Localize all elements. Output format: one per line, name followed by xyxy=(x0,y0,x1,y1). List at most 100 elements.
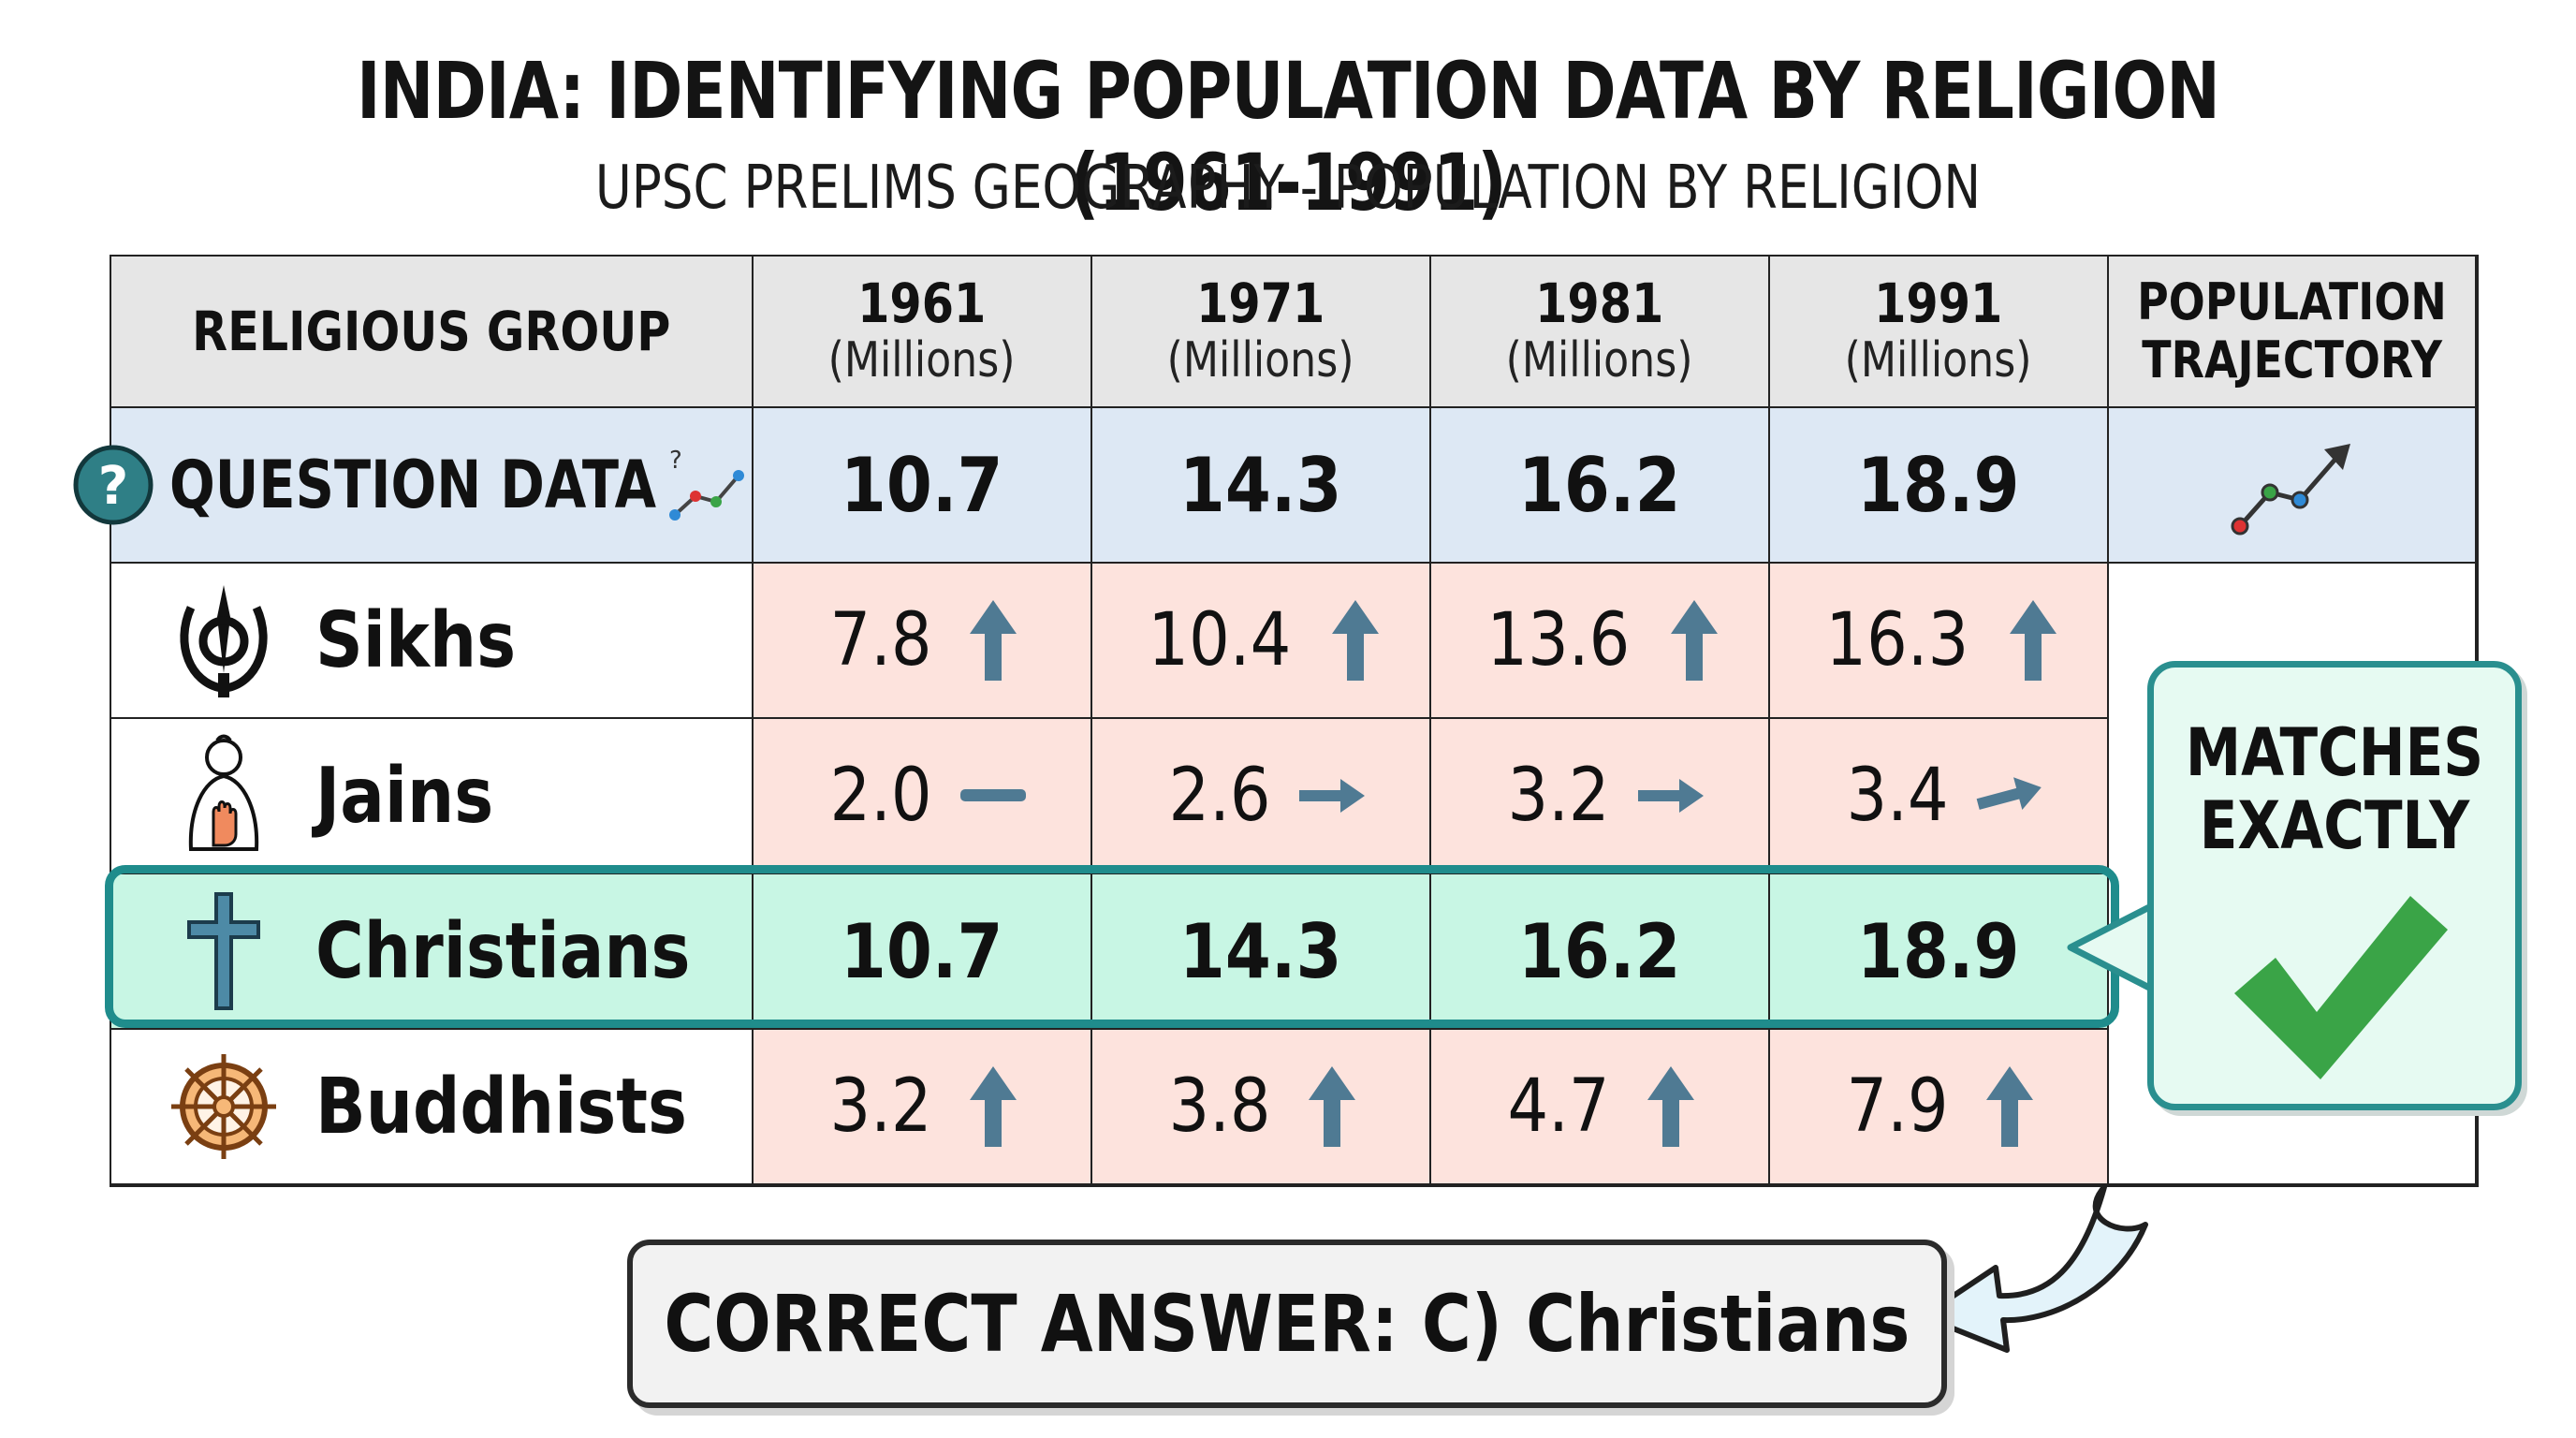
up-arrow-icon xyxy=(965,598,1021,682)
value-cell: 7.9 xyxy=(1770,1030,2109,1185)
value-cell: 3.4 xyxy=(1770,719,2109,874)
value: 10.7 xyxy=(841,907,1003,995)
value: 14.3 xyxy=(1179,907,1342,995)
value-cell: 16.3 xyxy=(1770,564,2109,719)
question-value: 18.9 xyxy=(1857,441,2020,529)
value-cell: 7.8 xyxy=(754,564,1092,719)
value: 3.2 xyxy=(1507,754,1610,838)
question-label: QUESTION DATA xyxy=(169,447,657,523)
callout-line2: EXACTLY xyxy=(2199,787,2470,864)
jain-figure-icon xyxy=(168,730,280,861)
question-value: 10.7 xyxy=(841,441,1003,529)
header-group-label: RELIGIOUS GROUP xyxy=(192,300,671,363)
checkmark-icon xyxy=(2234,896,2448,1079)
header-trajectory-line2: TRAJECTORY xyxy=(2142,330,2442,389)
cross-icon xyxy=(168,886,280,1017)
up-arrow-icon xyxy=(965,1064,1021,1149)
value-cell: 3.2 xyxy=(1431,719,1770,874)
value: 2.0 xyxy=(829,754,932,838)
up-arrow-icon xyxy=(1643,1064,1699,1149)
value: 4.7 xyxy=(1507,1064,1610,1149)
row-name: Buddhists xyxy=(315,1062,687,1152)
question-icon: ? xyxy=(73,445,154,525)
header-year: 1961 xyxy=(857,271,987,335)
value: 18.9 xyxy=(1857,907,2020,995)
row-label-jains: Jains xyxy=(111,719,754,874)
value-cell: 18.9 xyxy=(1770,874,2109,1030)
value: 7.8 xyxy=(829,598,932,682)
row-label-christians: Christians xyxy=(111,874,754,1030)
right-arrow-icon xyxy=(1299,754,1366,838)
value: 3.4 xyxy=(1846,754,1949,838)
value-cell: 14.3 xyxy=(1092,874,1431,1030)
row-label-sikhs: Sikhs xyxy=(111,564,754,719)
svg-text:?: ? xyxy=(98,456,128,517)
header-trajectory: POPULATION TRAJECTORY xyxy=(2109,257,2477,408)
callout-line1: MATCHES xyxy=(2185,714,2484,791)
up-arrow-icon xyxy=(1982,1064,2038,1149)
value: 13.6 xyxy=(1486,598,1631,682)
matches-exactly-callout: MATCHES EXACTLY xyxy=(2147,661,2522,1110)
page-subtitle: UPSC PRELIMS GEOGRAPHY - POPULATION BY R… xyxy=(594,154,1982,223)
svg-text:?: ? xyxy=(669,447,682,475)
value: 10.4 xyxy=(1148,598,1292,682)
value-cell: 3.2 xyxy=(754,1030,1092,1185)
up-arrow-icon xyxy=(1327,598,1383,682)
value: 16.2 xyxy=(1518,907,1681,995)
right-arrow-icon xyxy=(1638,754,1705,838)
row-name: Sikhs xyxy=(315,595,517,685)
value: 2.6 xyxy=(1168,754,1271,838)
header-religious-group: RELIGIOUS GROUP xyxy=(111,257,754,408)
header-unit: (Millions) xyxy=(1845,332,2032,389)
christians-highlight xyxy=(105,865,2119,1028)
callout-pointer xyxy=(2067,902,2155,992)
header-unit: (Millions) xyxy=(1167,332,1354,389)
header-year-1971: 1971 (Millions) xyxy=(1092,257,1431,408)
slight-up-arrow-icon xyxy=(1976,754,2042,838)
question-value: 14.3 xyxy=(1179,441,1342,529)
value: 7.9 xyxy=(1846,1064,1949,1149)
value: 16.3 xyxy=(1825,598,1969,682)
flat-bar-icon xyxy=(960,754,1027,838)
value-cell: 16.2 xyxy=(1431,874,1770,1030)
header-year: 1971 xyxy=(1196,271,1325,335)
curved-arrow-icon xyxy=(1920,1184,2148,1353)
question-value-1961: 10.7 xyxy=(754,408,1092,564)
value-cell: 10.7 xyxy=(754,874,1092,1030)
value: 3.8 xyxy=(1168,1064,1271,1149)
question-value-1981: 16.2 xyxy=(1431,408,1770,564)
value: 3.2 xyxy=(829,1064,932,1149)
up-arrow-icon xyxy=(1666,598,1722,682)
trajectory-cell xyxy=(2109,408,2477,564)
value-cell: 4.7 xyxy=(1431,1030,1770,1185)
value-cell: 10.4 xyxy=(1092,564,1431,719)
row-label-buddhists: Buddhists xyxy=(111,1030,754,1185)
population-table: RELIGIOUS GROUP 1961 (Millions) 1971 (Mi… xyxy=(73,255,2479,1187)
header-trajectory-line1: POPULATION xyxy=(2137,272,2447,331)
row-name: Christians xyxy=(315,906,691,996)
dharma-wheel-icon xyxy=(168,1041,280,1172)
header-unit: (Millions) xyxy=(1506,332,1693,389)
value-cell: 13.6 xyxy=(1431,564,1770,719)
up-arrow-icon xyxy=(2005,598,2061,682)
correct-answer-text: CORRECT ANSWER: C) Christians xyxy=(664,1278,1910,1370)
header-unit: (Millions) xyxy=(828,332,1016,389)
trajectory-icon xyxy=(2231,444,2350,536)
value-cell: 2.0 xyxy=(754,719,1092,874)
header-year-1961: 1961 (Millions) xyxy=(754,257,1092,408)
question-value-1991: 18.9 xyxy=(1770,408,2109,564)
header-year: 1981 xyxy=(1535,271,1664,335)
header-year-1991: 1991 (Millions) xyxy=(1770,257,2109,408)
question-value: 16.2 xyxy=(1518,441,1681,529)
value-cell: 3.8 xyxy=(1092,1030,1431,1185)
question-value-1971: 14.3 xyxy=(1092,408,1431,564)
row-name: Jains xyxy=(315,751,494,841)
khanda-icon xyxy=(168,575,280,706)
up-arrow-icon xyxy=(1304,1064,1360,1149)
page-title: INDIA: IDENTIFYING POPULATION DATA BY RE… xyxy=(356,45,2220,228)
question-label-cell: ? QUESTION DATA ? xyxy=(73,408,754,564)
correct-answer-box: CORRECT ANSWER: C) Christians xyxy=(627,1240,1947,1408)
trend-line-icon: ? xyxy=(669,447,744,521)
header-year: 1991 xyxy=(1874,271,2003,335)
header-year-1981: 1981 (Millions) xyxy=(1431,257,1770,408)
